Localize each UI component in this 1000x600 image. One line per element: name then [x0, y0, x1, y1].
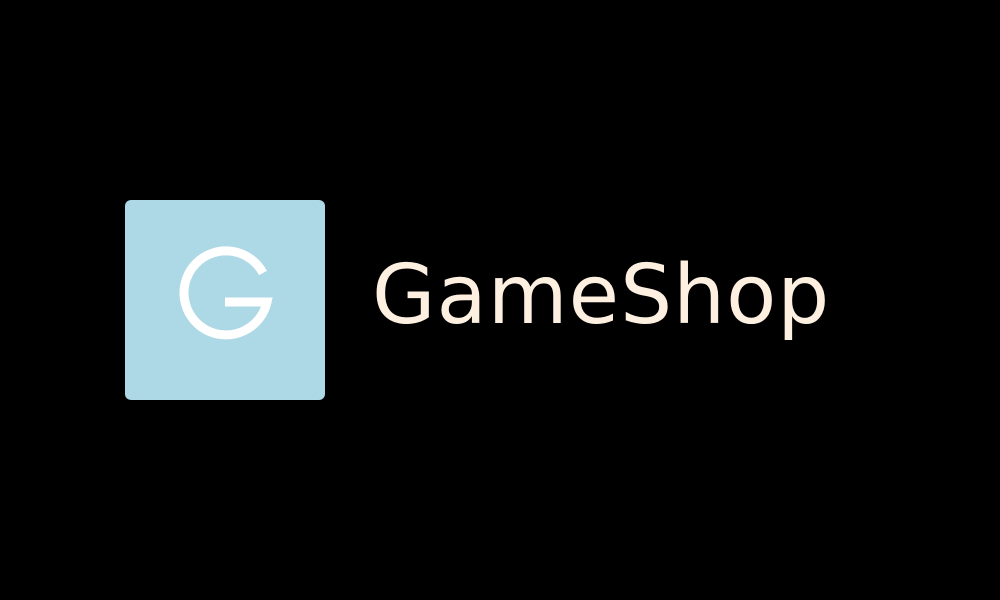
brand-name: GameShop [372, 248, 831, 343]
g-letter-icon [179, 246, 273, 340]
logo-mark: G [125, 200, 325, 400]
